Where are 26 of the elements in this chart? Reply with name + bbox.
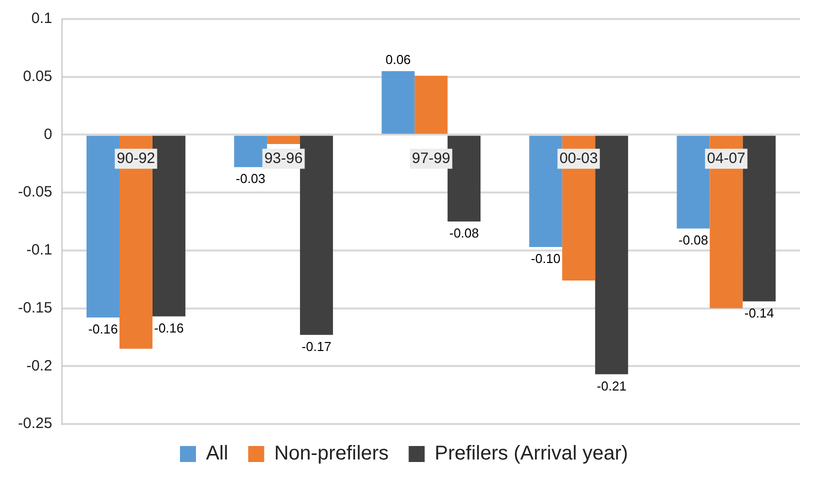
data-label: -0.21 — [596, 378, 626, 394]
x-tick-label: 00-03 — [559, 150, 598, 167]
x-tick-label: 90-92 — [116, 150, 156, 167]
legend-label: Non-prefilers — [274, 442, 389, 465]
data-label: -0.17 — [302, 338, 332, 354]
data-label: -0.03 — [236, 171, 266, 186]
y-tick-label: 0 — [44, 126, 52, 143]
data-label: 0.06 — [385, 52, 411, 68]
y-tick-label: -0.15 — [18, 299, 52, 316]
data-label: -0.08 — [449, 226, 479, 241]
x-tick-label: 04-07 — [707, 150, 746, 167]
y-tick-label: -0.25 — [18, 415, 52, 432]
y-tick-label: -0.05 — [18, 184, 52, 201]
y-tick-label: -0.1 — [26, 242, 52, 259]
legend-label: Prefilers (Arrival year) — [434, 442, 628, 465]
data-label: -0.14 — [744, 305, 774, 320]
legend-label: All — [206, 442, 228, 465]
y-tick-label: 0.05 — [22, 68, 52, 85]
y-tick-label: -0.2 — [26, 357, 52, 374]
data-label: -0.16 — [88, 322, 118, 337]
data-label: -0.16 — [154, 320, 184, 336]
x-tick-label: 97-99 — [412, 150, 450, 167]
data-label: -0.10 — [530, 251, 561, 266]
y-tick-label: 0.1 — [31, 10, 52, 28]
data-label: -0.08 — [678, 232, 708, 248]
x-tick-label: 93-96 — [264, 150, 303, 167]
